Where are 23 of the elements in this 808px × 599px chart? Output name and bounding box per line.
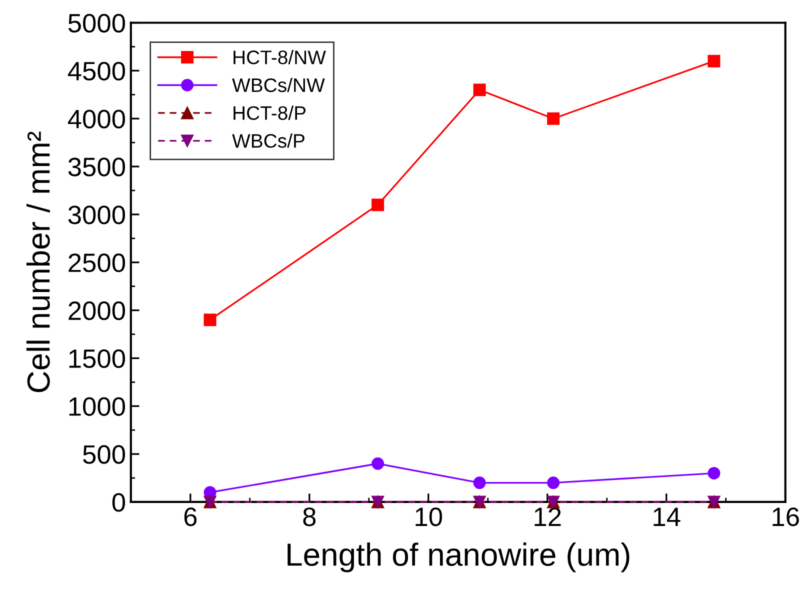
x-tick-label: 16 <box>772 508 799 526</box>
y-tick-label: 2000 <box>68 301 126 320</box>
y-axis-title: Cell number / mm² <box>26 132 50 392</box>
x-tick-label: 10 <box>416 508 442 526</box>
x-axis-title: Length of nanowire (um) <box>288 542 630 572</box>
legend-label: WBCs/NW <box>232 78 325 92</box>
y-tick-label: 4000 <box>68 110 126 128</box>
x-tick-label: 8 <box>303 508 316 526</box>
x-tick-label: 14 <box>654 508 680 526</box>
y-tick-label: 500 <box>83 445 126 464</box>
legend-label: HCT-8/P <box>234 106 306 120</box>
legend-label: WBCs/P <box>232 134 304 148</box>
x-tick-label: 6 <box>184 508 197 526</box>
y-tick-label: 1500 <box>69 349 126 368</box>
y-tick-label: 0 <box>112 493 126 512</box>
y-tick-label: 3000 <box>68 206 126 224</box>
y-tick-label: 3500 <box>68 158 126 176</box>
x-tick-label: 12 <box>534 508 561 526</box>
y-tick-label: 1000 <box>69 397 126 416</box>
y-tick-label: 5000 <box>68 14 126 33</box>
y-tick-label: 4500 <box>68 62 126 81</box>
y-tick-label: 2500 <box>68 253 126 272</box>
legend-label: HCT-8/NW <box>234 50 326 64</box>
